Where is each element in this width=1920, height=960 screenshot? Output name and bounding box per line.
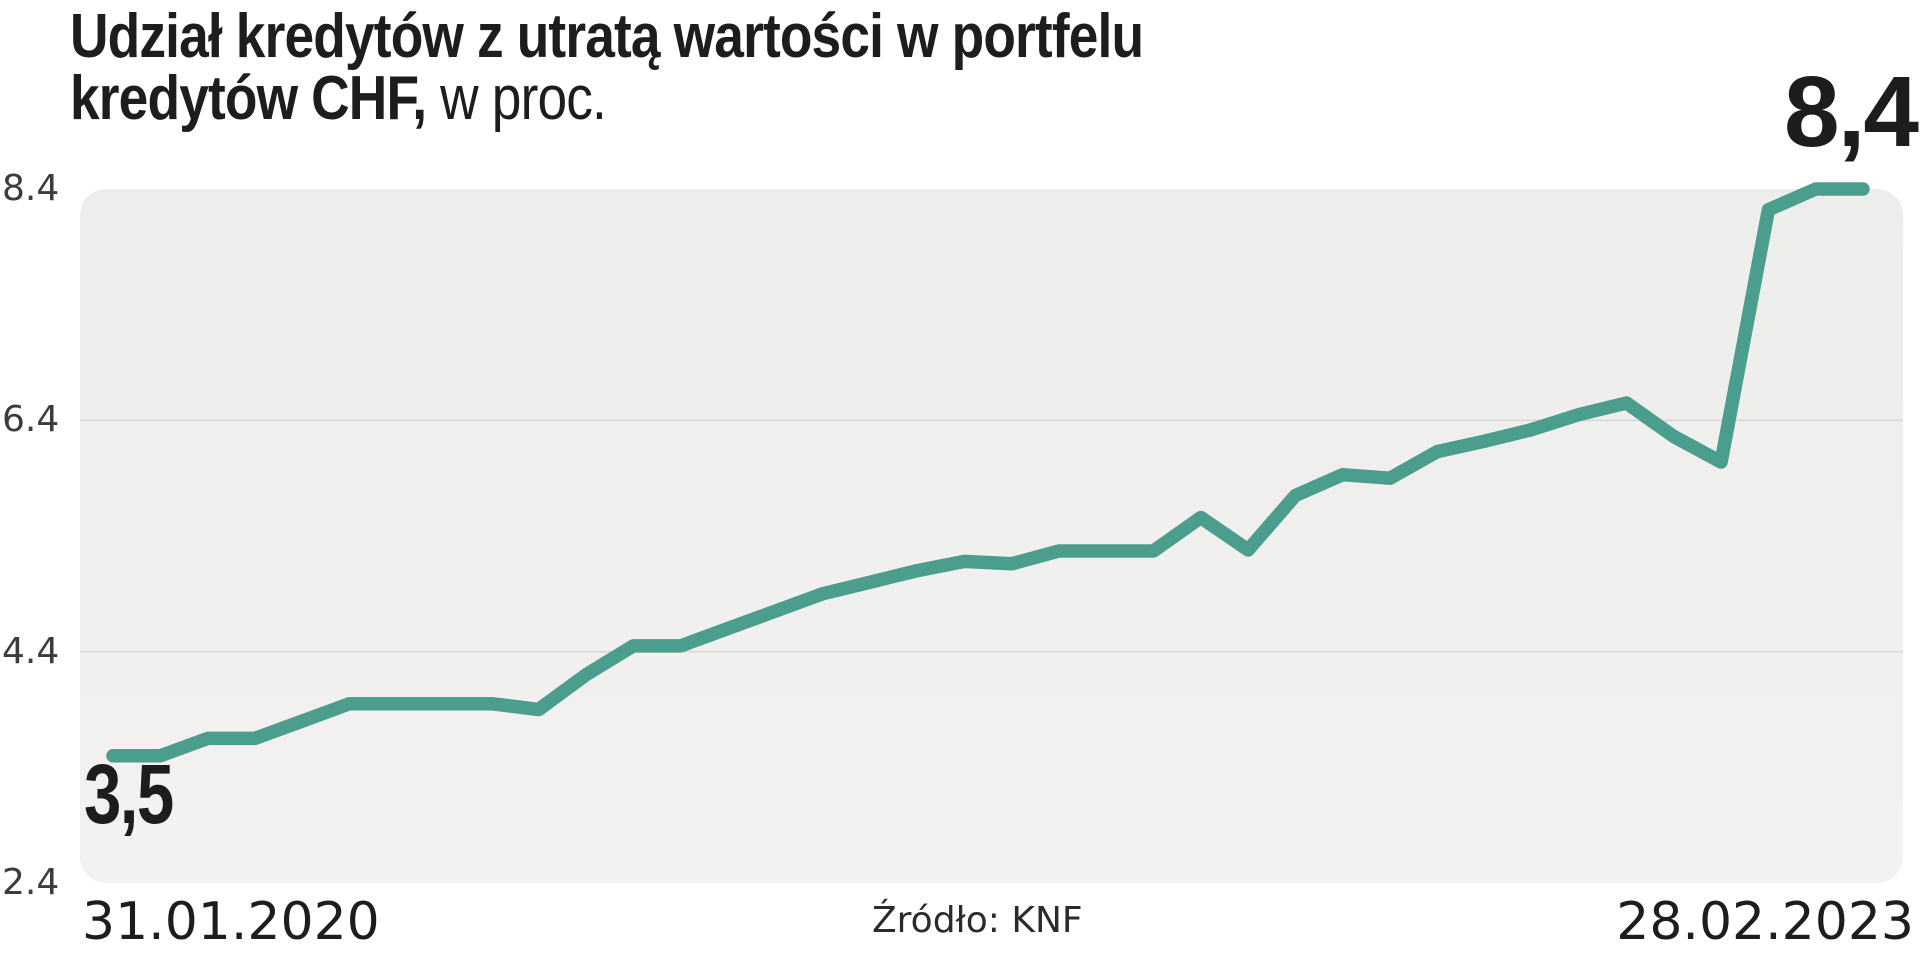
y-tick-label: 4.4 <box>2 630 60 672</box>
y-tick-label: 2.4 <box>2 862 60 903</box>
x-axis-start-label: 31.01.2020 <box>82 892 380 952</box>
plot-area <box>80 182 1903 883</box>
chart-title: Udział kredytów z utratą wartości w port… <box>70 6 1144 130</box>
title-line1-text: Udział kredytów z utratą wartości w port… <box>70 2 1144 71</box>
source-label: Źródło: KNF <box>872 900 1083 941</box>
y-tick-label: 8.4 <box>2 168 60 209</box>
title-line2-regular: w proc. <box>426 64 607 133</box>
title-line2: kredytów CHF, w proc. <box>70 68 1143 130</box>
chart-canvas <box>80 182 1903 763</box>
start-value-label: 3,5 <box>84 747 174 841</box>
y-tick-label: 6.4 <box>2 399 60 441</box>
title-line1: Udział kredytów z utratą wartości w port… <box>70 6 1144 68</box>
title-line2-bold: kredytów CHF, <box>70 64 427 133</box>
x-axis-end-label: 28.02.2023 <box>1616 892 1914 952</box>
end-value-label: 8,4 <box>1783 56 1919 168</box>
trend-line <box>106 182 1870 763</box>
